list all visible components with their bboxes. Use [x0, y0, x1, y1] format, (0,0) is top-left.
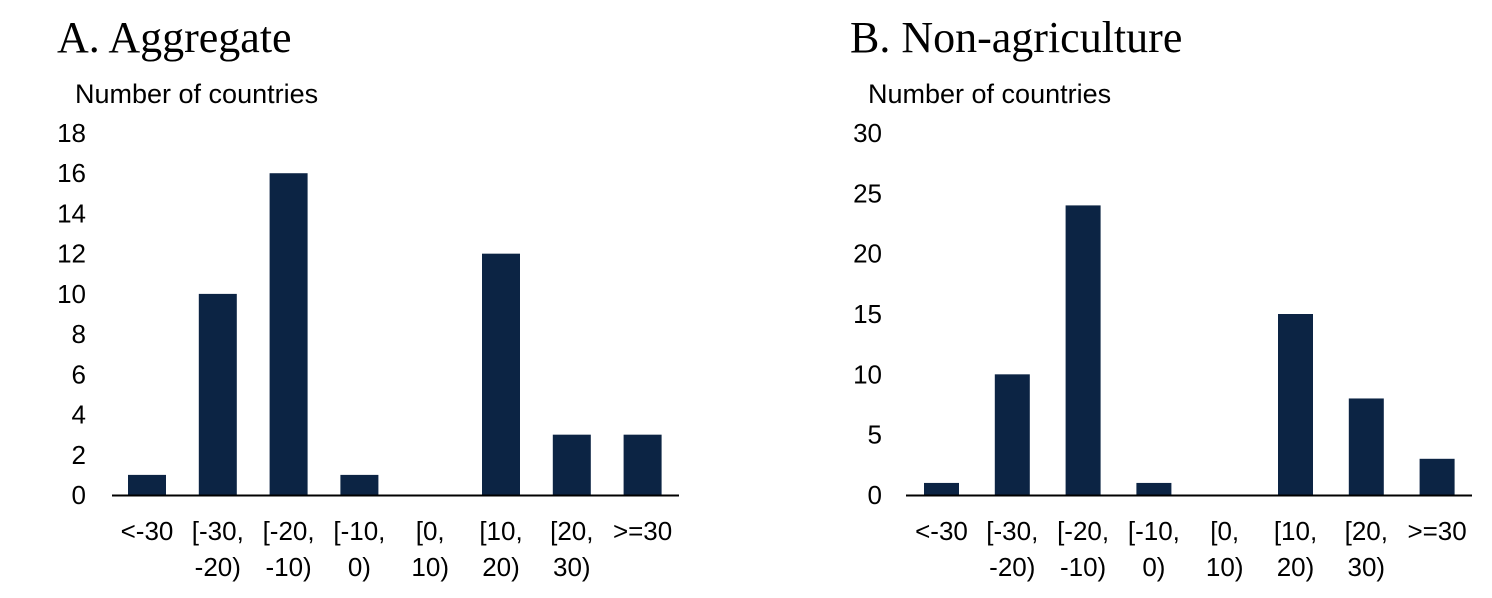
- bar: [924, 482, 959, 495]
- x-tick-label-line: -20): [195, 552, 241, 582]
- x-tick-label-line: [20,: [1345, 516, 1388, 546]
- x-tick-label-line: [0,: [1210, 516, 1239, 546]
- x-tick-label-line: [-20,: [1057, 516, 1109, 546]
- y-tick-label: 4: [72, 400, 86, 430]
- x-tick-label-line: [-20,: [263, 516, 315, 546]
- chart-plot-aggregate: 0 2 4 6 8 10 12 14 16 18 <-30 [-30, -20) [-20, -10) [-1…: [57, 118, 679, 582]
- y-tick-label: 16: [57, 158, 86, 188]
- x-tick-label-line: -10): [265, 552, 311, 582]
- bar: [1065, 205, 1101, 495]
- chart-panel-non-agriculture: B. Non-agriculture Number of countries 0…: [746, 0, 1492, 598]
- x-tick-label-line: 30): [553, 552, 591, 582]
- bar: [1419, 458, 1455, 495]
- x-tick-label-line: 10): [411, 552, 449, 582]
- x-tick-label-line: >=30: [1407, 516, 1466, 546]
- y-tick-label: 25: [853, 178, 882, 208]
- x-tick-label-line: [-30,: [192, 516, 244, 546]
- y-axis-title: Number of countries: [868, 79, 1112, 109]
- bar: [994, 374, 1030, 495]
- y-tick-label: 10: [57, 279, 86, 309]
- y-tick-label: 18: [57, 118, 86, 148]
- x-tick-label-line: 20): [482, 552, 520, 582]
- y-tick-label: 14: [57, 198, 86, 228]
- x-tick-label-line: [-10,: [1128, 516, 1180, 546]
- y-tick-label: 15: [853, 299, 882, 329]
- bar: [269, 173, 308, 495]
- bar: [340, 474, 379, 495]
- y-tick-label: 10: [853, 359, 882, 389]
- y-tick-label: 20: [853, 239, 882, 269]
- x-tick-label-line: [0,: [416, 516, 445, 546]
- bar: [482, 253, 520, 495]
- y-tick-label: 30: [853, 118, 882, 148]
- x-tick-label: [-20, -10): [263, 516, 315, 582]
- x-tick-label-line: 30): [1348, 552, 1386, 582]
- x-tick-label: [0, 10): [411, 516, 449, 582]
- x-tick-label: [-10, 0): [1128, 516, 1180, 582]
- x-tick-label: [20, 30): [550, 516, 593, 582]
- x-tick-label: [10, 20): [479, 516, 522, 582]
- bar: [623, 434, 662, 495]
- x-tick-label-line: 0): [1142, 552, 1165, 582]
- y-tick-label: 8: [72, 319, 86, 349]
- x-tick-label-line: [20,: [550, 516, 593, 546]
- x-tick-label: [-30, -20): [986, 516, 1038, 582]
- chart-plot-non-agriculture: 0 5 10 15 20 25 30 <-30 [-30, -20) [-20, -10) [-10, 0…: [853, 118, 1472, 582]
- x-tick-label-line: 10): [1206, 552, 1244, 582]
- x-tick-label-line: [10,: [1274, 516, 1317, 546]
- x-tick-label-line: -10): [1060, 552, 1106, 582]
- x-tick-label: <-30: [915, 516, 968, 546]
- bar: [128, 474, 166, 495]
- chart-title: A. Aggregate: [57, 13, 292, 62]
- x-tick-label: [-30, -20): [192, 516, 244, 582]
- x-tick-label-line: 20): [1277, 552, 1315, 582]
- x-tick-label-line: <-30: [121, 516, 174, 546]
- x-tick-label-line: <-30: [915, 516, 968, 546]
- y-tick-label: 0: [72, 480, 86, 510]
- x-tick-label-line: -20): [989, 552, 1035, 582]
- y-tick-label: 5: [868, 420, 882, 450]
- y-tick-label: 12: [57, 239, 86, 269]
- y-tick-label: 0: [868, 480, 882, 510]
- bar: [198, 293, 237, 495]
- x-tick-label-line: [-30,: [986, 516, 1038, 546]
- chart-title: B. Non-agriculture: [850, 13, 1183, 62]
- x-tick-label: >=30: [1407, 516, 1466, 546]
- y-axis-title: Number of countries: [75, 79, 319, 109]
- x-tick-label: <-30: [121, 516, 174, 546]
- chart-panel-aggregate: A. Aggregate Number of countries 0 2 4 6 8 10…: [57, 13, 679, 582]
- x-tick-label-line: [10,: [479, 516, 522, 546]
- x-tick-label-line: 0): [348, 552, 371, 582]
- x-tick-label: [10, 20): [1274, 516, 1317, 582]
- x-tick-label: [-10, 0): [333, 516, 385, 582]
- y-tick-label: 2: [72, 440, 86, 470]
- x-tick-label: [20, 30): [1345, 516, 1388, 582]
- y-tick-label: 6: [72, 359, 86, 389]
- x-tick-label: >=30: [613, 516, 672, 546]
- x-tick-label: [-20, -10): [1057, 516, 1109, 582]
- bar: [1348, 398, 1384, 495]
- bar: [1136, 482, 1172, 495]
- bar: [1278, 314, 1313, 495]
- x-tick-label-line: >=30: [613, 516, 672, 546]
- x-tick-label: [0, 10): [1206, 516, 1244, 582]
- x-tick-label-line: [-10,: [333, 516, 385, 546]
- bar: [552, 434, 591, 495]
